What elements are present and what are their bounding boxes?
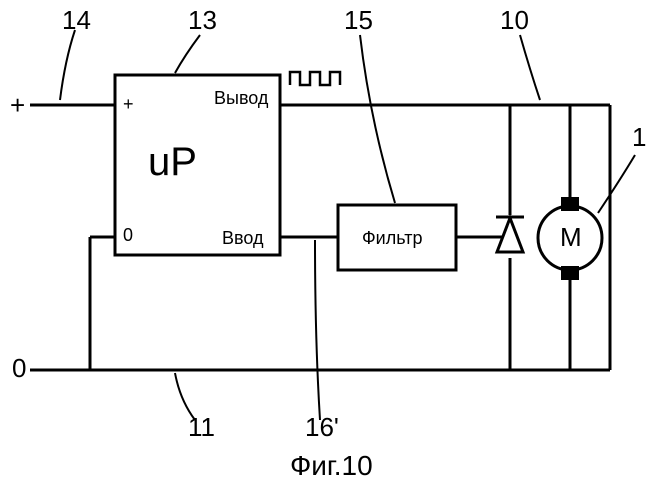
- leader-16p: [315, 240, 320, 420]
- up-name: uP: [148, 140, 197, 185]
- ref-10: 10: [500, 5, 529, 36]
- ref-15: 15: [344, 5, 373, 36]
- pwm-icon: [290, 72, 340, 85]
- leader-10: [520, 35, 540, 100]
- ref-11: 11: [188, 412, 215, 443]
- filter-label: Фильтр: [362, 228, 422, 249]
- leader-15: [360, 35, 395, 203]
- leader-14: [60, 30, 75, 100]
- ref-16p: 16': [305, 412, 339, 443]
- leader-13: [175, 35, 200, 73]
- up-zero: 0: [123, 225, 133, 246]
- motor-label: M: [560, 222, 582, 253]
- terminal-plus: +: [10, 90, 25, 121]
- up-output-label: Вывод: [214, 88, 268, 109]
- ref-14: 14: [62, 5, 91, 36]
- figure-caption: Фиг.10: [290, 450, 373, 482]
- terminal-zero: 0: [12, 353, 26, 384]
- up-input-label: Ввод: [222, 228, 263, 249]
- ref-1: 1: [632, 122, 646, 153]
- diode-icon: [496, 217, 524, 252]
- leader-1: [598, 155, 635, 213]
- up-plus: +: [123, 94, 134, 115]
- ref-13: 13: [188, 5, 217, 36]
